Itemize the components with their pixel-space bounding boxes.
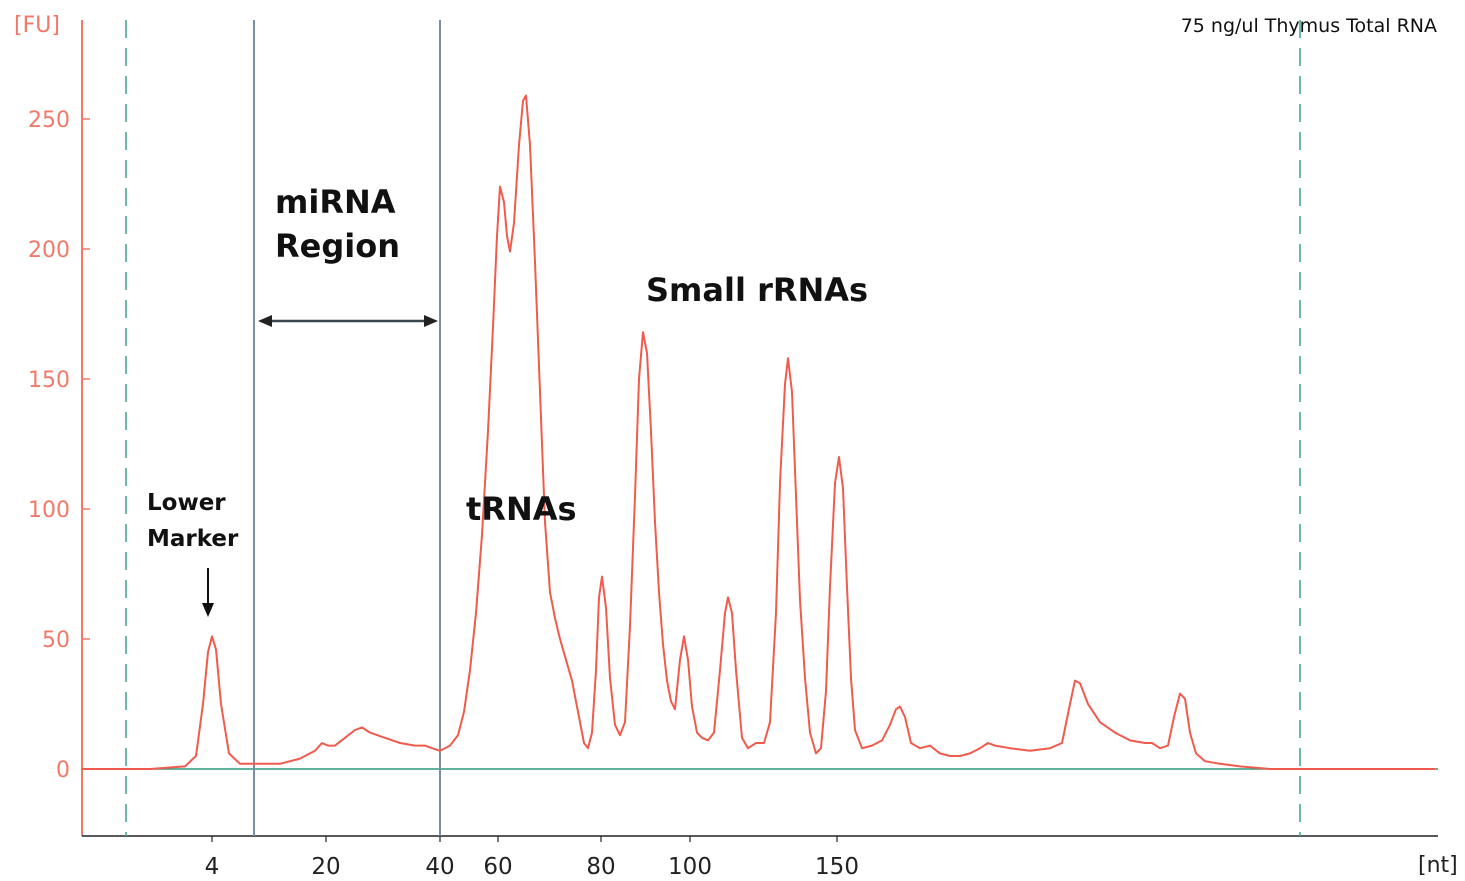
x-tick-label: 150 <box>815 854 859 880</box>
x-unit-label: [nt] <box>1418 853 1458 878</box>
y-tick-label: 150 <box>28 368 70 393</box>
series-trace <box>82 94 1435 770</box>
lower-marker-arrow-head <box>202 603 214 617</box>
y-tick-label: 200 <box>28 238 70 263</box>
chart-title: 75 ng/ul Thymus Total RNA <box>1181 15 1437 37</box>
x-tick-label: 100 <box>668 854 712 880</box>
x-tick-label: 20 <box>311 854 340 880</box>
y-tick-label: 50 <box>42 628 70 653</box>
annotation-lower: Lower <box>147 490 226 516</box>
y-ticks: 0 50 100 150 200 250 <box>28 108 90 783</box>
y-tick-label: 250 <box>28 108 70 133</box>
annotation-marker: Marker <box>147 526 239 552</box>
y-unit-label: [FU] <box>14 13 60 38</box>
x-tick-label: 40 <box>425 854 454 880</box>
x-tick-label: 60 <box>483 854 512 880</box>
mirna-arrow-right-head <box>424 315 438 327</box>
x-ticks: 4 20 40 60 80 100 150 <box>205 836 859 880</box>
x-tick-label: 80 <box>586 854 615 880</box>
annotation-trnas: tRNAs <box>466 490 577 528</box>
y-tick-label: 100 <box>28 498 70 523</box>
y-tick-label: 0 <box>56 758 70 783</box>
mirna-arrow-left-head <box>258 315 272 327</box>
annotation-small-rrnas: Small rRNAs <box>646 271 868 309</box>
annotation-mirna: miRNA <box>275 183 396 221</box>
x-tick-label: 4 <box>205 854 220 880</box>
annotation-region: Region <box>275 227 400 265</box>
